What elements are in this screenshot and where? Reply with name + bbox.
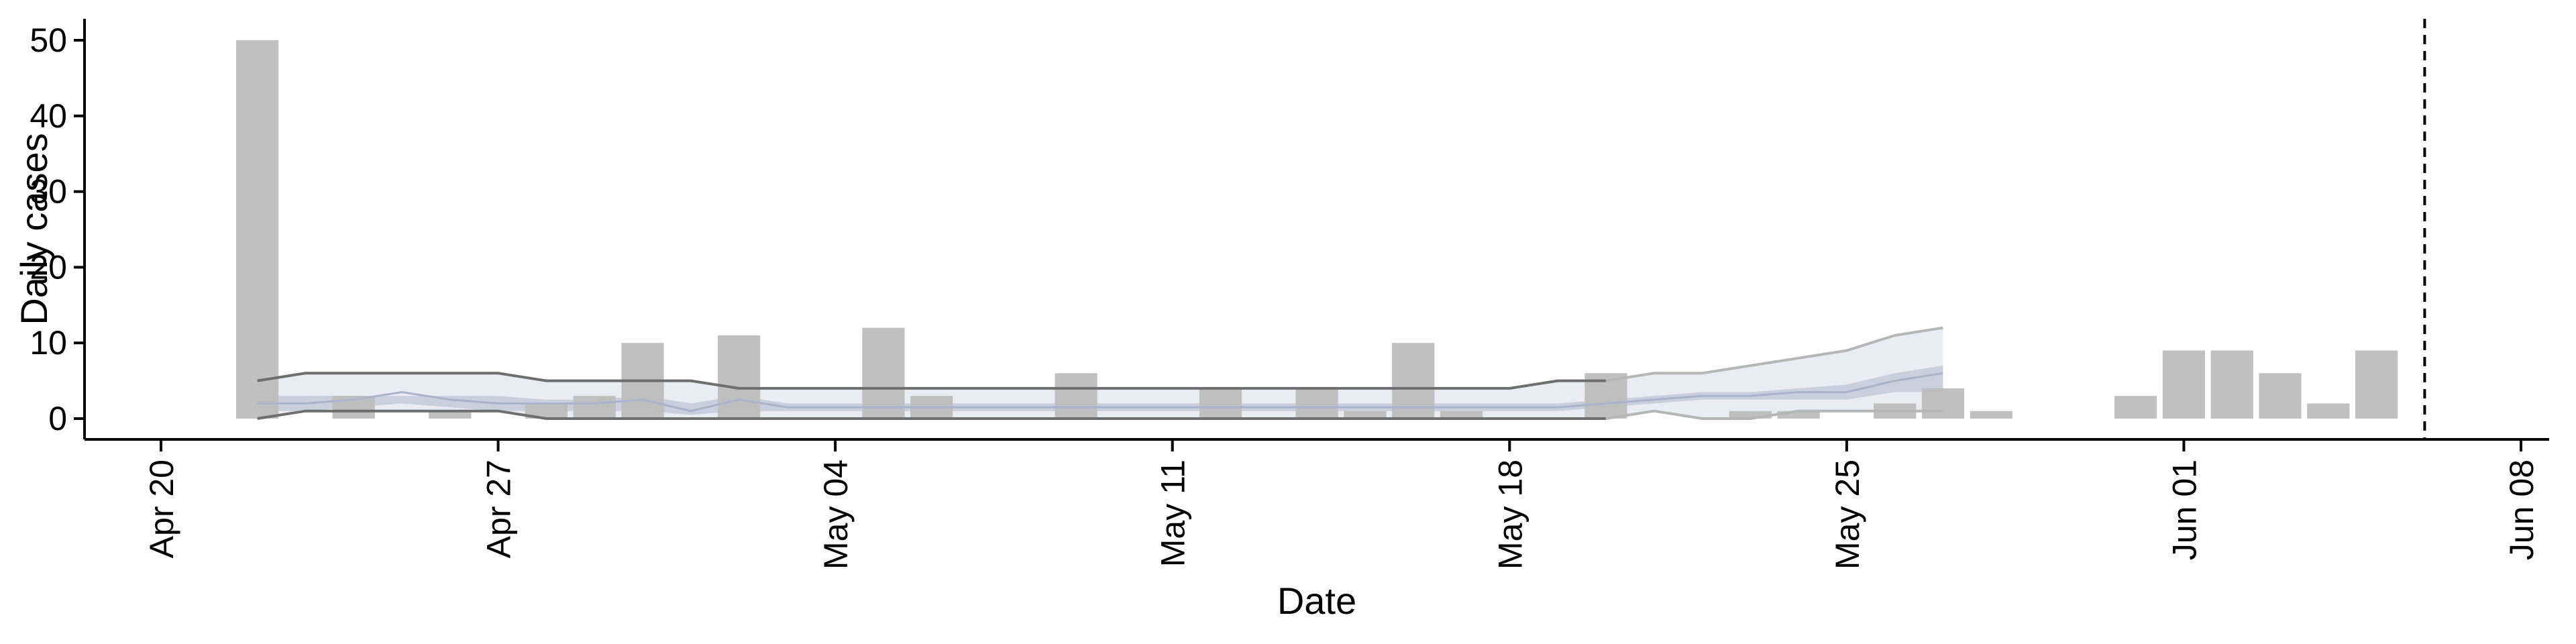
x-tick-label: Apr 20	[143, 460, 180, 558]
upper-bound-forecast-line	[1605, 326, 1943, 382]
case-bar	[1199, 388, 1242, 419]
axes	[83, 19, 2549, 441]
estimate-bands	[257, 327, 1943, 419]
outer-interval-band	[257, 327, 1943, 419]
case-bar	[2259, 373, 2302, 419]
case-bar	[718, 335, 761, 419]
case-bar	[2307, 403, 2350, 419]
case-bar	[573, 396, 616, 419]
case-bar	[1344, 411, 1387, 419]
case-bar	[1055, 373, 1097, 419]
case-bar	[1392, 343, 1435, 419]
lower-bound-line	[257, 409, 1606, 420]
median-line	[257, 372, 1943, 413]
x-tick-label: Jun 01	[2165, 460, 2203, 560]
case-bar	[2355, 350, 2398, 419]
case-bar	[1921, 388, 1965, 419]
x-tick-label: Apr 27	[480, 460, 518, 558]
upper-bound-line	[257, 372, 1606, 390]
y-tick-label: 30	[30, 173, 67, 211]
x-tick-label: May 04	[817, 460, 855, 570]
case-bar	[2114, 396, 2157, 419]
case-bar	[1295, 388, 1338, 419]
case-bar	[1777, 411, 1820, 419]
x-axis-ticks: Apr 20 Apr 27 May 04 May 11 May 18 May 25 Jun …	[143, 439, 2540, 570]
case-bar	[1970, 411, 2012, 419]
case-bar	[1729, 411, 1772, 419]
case-bar	[236, 40, 279, 419]
x-tick-label: May 11	[1155, 460, 1192, 567]
case-bar	[1440, 411, 1483, 419]
inner-interval-band	[257, 366, 1943, 415]
case-bars	[236, 40, 2398, 419]
estimate-lines	[257, 326, 1943, 420]
case-bar	[429, 411, 472, 419]
case-bar	[2210, 350, 2253, 419]
x-axis-title: Date	[1277, 580, 1356, 622]
x-tick-label: Jun 08	[2503, 460, 2540, 560]
x-tick-label: May 18	[1491, 460, 1529, 570]
case-bar	[2162, 350, 2205, 419]
y-tick-label: 10	[30, 324, 67, 362]
case-bar	[862, 327, 905, 419]
y-tick-label: 20	[30, 248, 67, 286]
y-axis-title: Daily cases	[13, 133, 55, 325]
lower-bound-forecast-line	[1605, 409, 1943, 420]
y-tick-label: 50	[30, 21, 67, 59]
case-bar	[525, 403, 568, 419]
y-tick-label: 0	[48, 400, 67, 437]
y-axis-ticks: 0 10 20 30 40 50	[30, 21, 85, 437]
y-tick-label: 40	[30, 97, 67, 135]
x-tick-label: May 25	[1829, 460, 1866, 570]
